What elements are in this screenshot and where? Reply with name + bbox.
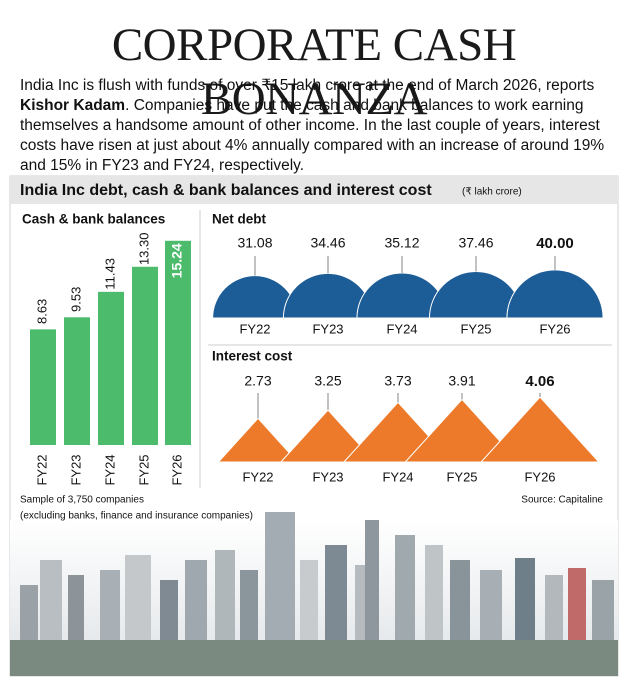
x-tick-label: FY26	[539, 321, 570, 336]
value-label: 34.46	[310, 235, 345, 251]
triangle	[480, 396, 600, 463]
bar	[64, 317, 90, 445]
value-label: 2.73	[244, 373, 271, 389]
x-tick-label: FY26	[524, 469, 555, 484]
chart-title: Net debt	[212, 212, 267, 227]
value-label: 3.25	[314, 373, 341, 389]
author: Kishor Kadam	[20, 97, 126, 114]
triangle	[279, 409, 377, 463]
x-tick-label: FY22	[239, 321, 270, 336]
section-band	[10, 176, 618, 204]
value-label: 13.30	[136, 233, 151, 266]
skyline	[10, 512, 618, 676]
x-tick-label: FY24	[382, 469, 413, 484]
x-tick-label: FY24	[102, 454, 117, 485]
page-title: CORPORATE CASH BONANZA	[111, 19, 517, 125]
bar	[98, 291, 124, 445]
intro: India Inc is flush with funds of over ₹1…	[20, 76, 610, 176]
intro-text: . Companies have put the cash and bank b…	[20, 97, 605, 174]
x-tick-label: FY24	[386, 321, 417, 336]
x-tick-label: FY25	[136, 454, 151, 485]
x-tick-label: FY25	[460, 321, 491, 336]
value-label: 40.00	[536, 235, 574, 252]
intro-text: India Inc is flush with funds of over ₹1…	[20, 77, 595, 94]
bar	[132, 266, 158, 445]
x-tick-label: FY23	[68, 454, 83, 485]
section-title: India Inc debt, cash & bank balances and…	[20, 182, 432, 199]
x-tick-label: FY23	[312, 321, 343, 336]
x-tick-label: FY22	[34, 454, 49, 485]
chart-title: Interest cost	[212, 349, 293, 364]
semicircle	[506, 269, 604, 319]
bar	[165, 240, 191, 445]
x-tick-label: FY23	[312, 469, 343, 484]
value-label: 11.43	[102, 258, 117, 290]
value-label: 31.08	[237, 235, 272, 251]
x-tick-label: FY25	[446, 469, 477, 484]
triangle	[217, 417, 299, 463]
note: Sample of 3,750 companies	[20, 495, 144, 506]
value-label: 9.53	[68, 287, 83, 312]
value-label: 3.73	[384, 373, 411, 389]
chart-title: Cash & bank balances	[22, 212, 165, 227]
value-label: 35.12	[384, 235, 419, 251]
bar	[30, 329, 56, 445]
value-label: 4.06	[525, 373, 554, 390]
value-label: 15.24	[169, 243, 185, 278]
value-label: 37.46	[458, 235, 493, 251]
value-label: 3.91	[448, 373, 475, 389]
value-label: 8.63	[34, 299, 49, 324]
x-tick-label: FY22	[242, 469, 273, 484]
unit: (₹ lakh crore)	[462, 187, 522, 198]
x-tick-label: FY26	[169, 454, 184, 485]
triangle	[404, 398, 520, 463]
source: Source: Capitaline	[521, 495, 603, 506]
note: (excluding banks, finance and insurance …	[20, 511, 253, 522]
